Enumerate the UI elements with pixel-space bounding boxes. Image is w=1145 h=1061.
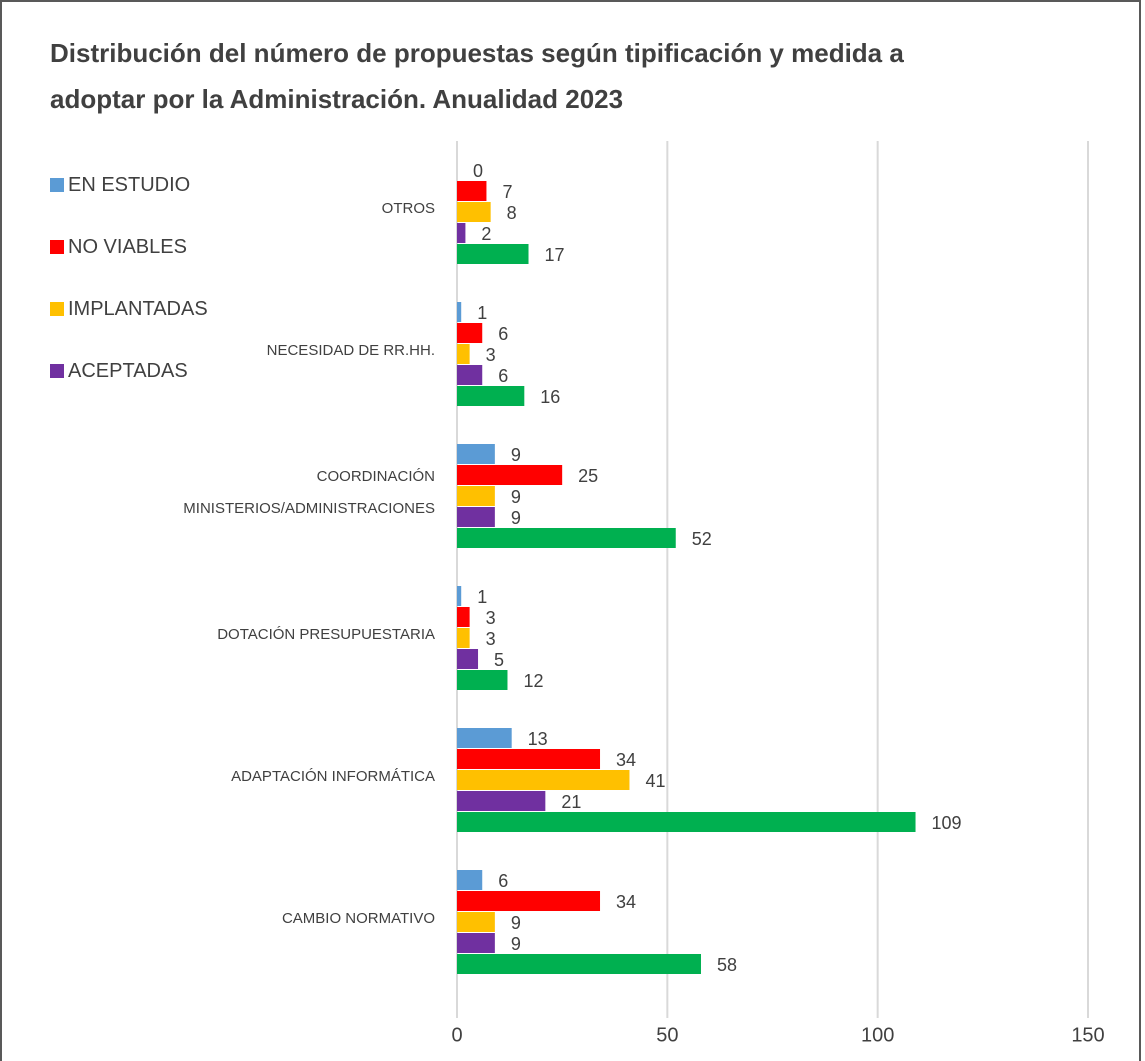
legend-swatch: [50, 240, 64, 254]
value-label: 5: [494, 650, 504, 670]
bar: [457, 628, 470, 648]
legend-label: EN ESTUDIO: [68, 174, 191, 196]
value-label: 3: [486, 345, 496, 365]
bar: [457, 386, 525, 406]
bar: [457, 870, 483, 890]
bar: [457, 791, 546, 811]
legend-entry: EN ESTUDIO: [50, 168, 222, 202]
value-label: 16: [540, 387, 560, 407]
bar: [457, 954, 701, 974]
value-label: 12: [523, 671, 543, 691]
value-label: 34: [616, 892, 636, 912]
bar: [457, 223, 466, 243]
value-label: 9: [511, 487, 521, 507]
legend-label: ACEPTADAS: [68, 360, 188, 382]
value-label: 25: [578, 466, 598, 486]
value-label: 109: [932, 813, 962, 833]
bar: [457, 444, 495, 464]
bar: [457, 323, 483, 343]
bar: [457, 912, 495, 932]
value-label: 6: [498, 366, 508, 386]
category-label: NECESIDAD DE RR.HH.: [266, 342, 435, 359]
bar: [457, 933, 495, 953]
value-label: 41: [645, 771, 665, 791]
chart-title: Distribución del número de propuestas se…: [50, 38, 904, 114]
value-label: 9: [511, 445, 521, 465]
bar: [457, 302, 462, 322]
bar: [457, 528, 676, 548]
bar: [457, 486, 495, 506]
category-label: ADAPTACIÓN INFORMÁTICA: [231, 768, 435, 785]
category-label: DOTACIÓN PRESUPUESTARIA: [217, 626, 435, 643]
bar: [457, 465, 563, 485]
value-label: 2: [481, 224, 491, 244]
value-label: 21: [561, 792, 581, 812]
value-label: 9: [511, 508, 521, 528]
value-label: 8: [507, 203, 517, 223]
bar: [457, 812, 916, 832]
bar: [457, 244, 529, 264]
value-label: 34: [616, 750, 636, 770]
legend-swatch: [50, 302, 64, 316]
bar: [457, 181, 487, 201]
category-label: CAMBIO NORMATIVO: [281, 910, 435, 927]
value-label: 3: [486, 608, 496, 628]
x-tick-label: 50: [656, 1024, 678, 1046]
legend-entry: NO VIABLES: [50, 230, 222, 264]
value-label: 58: [717, 955, 737, 975]
bar: [457, 891, 601, 911]
value-label: 7: [502, 182, 512, 202]
legend-label: IMPLANTADAS: [68, 298, 208, 320]
bar: [457, 607, 470, 627]
bar: [457, 586, 462, 606]
value-label: 1: [477, 587, 487, 607]
bar: [457, 365, 483, 385]
bar: [457, 749, 601, 769]
category-label: COORDINACIÓN MINISTERIOS/ADMINISTRACIONE…: [183, 468, 435, 517]
category-label: OTROS: [381, 200, 435, 217]
value-label: 6: [498, 871, 508, 891]
bar: [457, 770, 630, 790]
x-tick-label: 100: [861, 1024, 894, 1046]
legend-entry: ACEPTADAS: [50, 354, 222, 388]
value-label: 6: [498, 324, 508, 344]
value-label: 9: [511, 913, 521, 933]
bar: [457, 728, 512, 748]
value-label: 0: [473, 161, 483, 181]
value-label: 17: [545, 245, 565, 265]
value-label: 13: [528, 729, 548, 749]
legend-swatch: [50, 364, 64, 378]
legend-swatch: [50, 178, 64, 192]
bar: [457, 344, 470, 364]
bar: [457, 649, 479, 669]
value-label: 3: [486, 629, 496, 649]
legend-label: NO VIABLES: [68, 236, 187, 258]
value-label: 1: [477, 303, 487, 323]
x-tick-label: 0: [451, 1024, 462, 1046]
x-tick-label: 150: [1071, 1024, 1104, 1046]
bar: [457, 507, 495, 527]
legend-entry: IMPLANTADAS: [50, 292, 222, 326]
value-label: 9: [511, 934, 521, 954]
bar: [457, 670, 508, 690]
value-label: 52: [692, 529, 712, 549]
bar: [457, 202, 491, 222]
